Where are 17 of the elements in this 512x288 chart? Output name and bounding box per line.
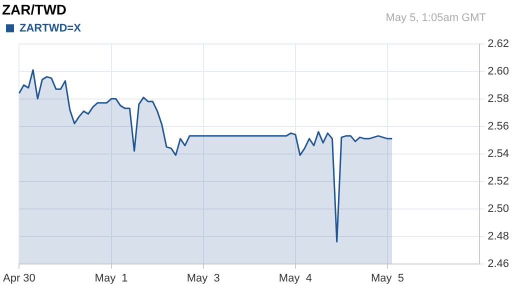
y-tick-label: 2.60: [488, 65, 510, 78]
y-tick-label: 2.50: [488, 202, 510, 215]
y-tick-label: 2.46: [488, 258, 510, 270]
x-tick-label: May 3: [186, 272, 220, 284]
y-tick-label: 2.54: [488, 148, 510, 160]
legend-label: ZARTWD=X: [20, 22, 82, 34]
x-tick-label: May 1: [94, 272, 128, 284]
y-tick-label: 2.56: [488, 120, 510, 132]
x-tick-label: May 5: [371, 272, 404, 284]
y-tick-label: 2.48: [488, 230, 510, 242]
y-tick-label: 2.62: [488, 38, 510, 50]
text: May 5, 1:05am GMT: [386, 12, 486, 24]
chart-title: ZAR/TWD: [2, 1, 67, 18]
y-tick-label: 2.52: [488, 175, 510, 188]
y-tick-label: 2.58: [488, 92, 510, 105]
x-tick-label: Apr 30: [2, 272, 36, 284]
x-tick-label: May 4: [278, 272, 312, 284]
